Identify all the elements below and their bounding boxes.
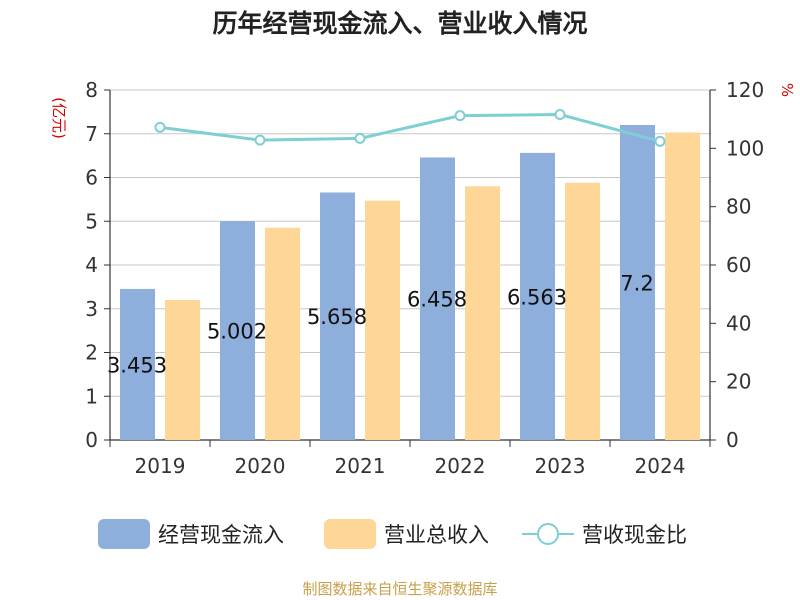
right-tick-label: 0 bbox=[726, 428, 739, 452]
bar-revenue bbox=[365, 200, 400, 440]
legend-item-ratio[interactable]: 营收现金比 bbox=[522, 516, 687, 552]
ratio-line bbox=[154, 109, 666, 147]
right-tick-label: 120 bbox=[726, 78, 764, 102]
ratio-point bbox=[654, 135, 666, 147]
ratio-point bbox=[254, 134, 266, 146]
bar-cash-inflow bbox=[620, 125, 655, 440]
bar-cash-inflow bbox=[420, 157, 455, 440]
left-tick-label: 3 bbox=[85, 297, 98, 321]
ratio-point bbox=[154, 121, 166, 133]
bar-cash-inflow bbox=[220, 221, 255, 440]
left-tick-label: 5 bbox=[85, 209, 98, 233]
bar-cash-inflow bbox=[520, 152, 555, 440]
legend-item-revenue[interactable]: 营业总收入 bbox=[324, 516, 489, 552]
bar-revenue bbox=[165, 300, 200, 440]
ratio-line-path bbox=[159, 112, 661, 143]
ratio-point bbox=[354, 132, 366, 144]
data-label-cash-inflow: 5.002 bbox=[207, 320, 267, 344]
left-tick-label: 4 bbox=[85, 253, 98, 277]
gridlines bbox=[110, 89, 710, 397]
bar-revenue bbox=[665, 132, 700, 440]
left-tick-label: 7 bbox=[85, 122, 98, 146]
legend-label-cash-inflow: 经营现金流入 bbox=[158, 523, 284, 547]
legend-label-revenue: 营业总收入 bbox=[384, 523, 489, 547]
data-label-cash-inflow: 7.2 bbox=[620, 272, 653, 296]
left-axis-unit: (亿元) bbox=[50, 97, 68, 139]
legend-line-marker-icon bbox=[522, 519, 574, 549]
legend: 经营现金流入 营业总收入 营收现金比 bbox=[0, 516, 800, 556]
ratio-point bbox=[554, 109, 566, 120]
legend-swatch-revenue bbox=[324, 519, 376, 549]
right-tick-label: 20 bbox=[726, 370, 751, 394]
left-tick-label: 8 bbox=[85, 78, 98, 102]
right-tick-label: 100 bbox=[726, 136, 764, 160]
bar-revenue bbox=[265, 227, 300, 440]
bar-cash-inflow bbox=[320, 192, 355, 440]
x-tick-label: 2022 bbox=[435, 454, 486, 478]
left-tick-label: 2 bbox=[85, 341, 98, 365]
x-tick-label: 2020 bbox=[235, 454, 286, 478]
left-tick-label: 6 bbox=[85, 166, 98, 190]
x-tick-label: 2019 bbox=[135, 454, 186, 478]
legend-label-ratio: 营收现金比 bbox=[582, 523, 687, 547]
x-tick-label: 2023 bbox=[535, 454, 586, 478]
bar-revenue bbox=[565, 182, 600, 440]
legend-item-cash-inflow[interactable]: 经营现金流入 bbox=[98, 516, 284, 552]
left-tick-label: 0 bbox=[85, 428, 98, 452]
ratio-point bbox=[454, 110, 466, 122]
source-note: 制图数据来自恒生聚源数据库 bbox=[302, 580, 498, 598]
data-label-cash-inflow: 6.563 bbox=[507, 285, 567, 309]
right-tick-label: 80 bbox=[726, 195, 751, 219]
right-axis-unit: % bbox=[778, 83, 796, 97]
x-tick-label: 2021 bbox=[335, 454, 386, 478]
right-tick-label: 60 bbox=[726, 253, 751, 277]
data-label-cash-inflow: 3.453 bbox=[107, 353, 167, 377]
x-tick-label: 2024 bbox=[635, 454, 686, 478]
bar-revenue bbox=[465, 186, 500, 440]
legend-swatch-cash-inflow bbox=[98, 519, 150, 549]
chart-title: 历年经营现金流入、营业收入情况 bbox=[212, 9, 588, 38]
bars bbox=[120, 125, 700, 440]
right-tick-label: 40 bbox=[726, 311, 751, 335]
data-label-cash-inflow: 6.458 bbox=[407, 288, 467, 312]
bar-cash-inflow bbox=[120, 288, 155, 440]
left-tick-label: 1 bbox=[85, 384, 98, 408]
data-labels: 3.453 5.002 5.658 6.458 6.563 7.2 bbox=[107, 272, 654, 378]
data-label-cash-inflow: 5.658 bbox=[307, 305, 367, 329]
